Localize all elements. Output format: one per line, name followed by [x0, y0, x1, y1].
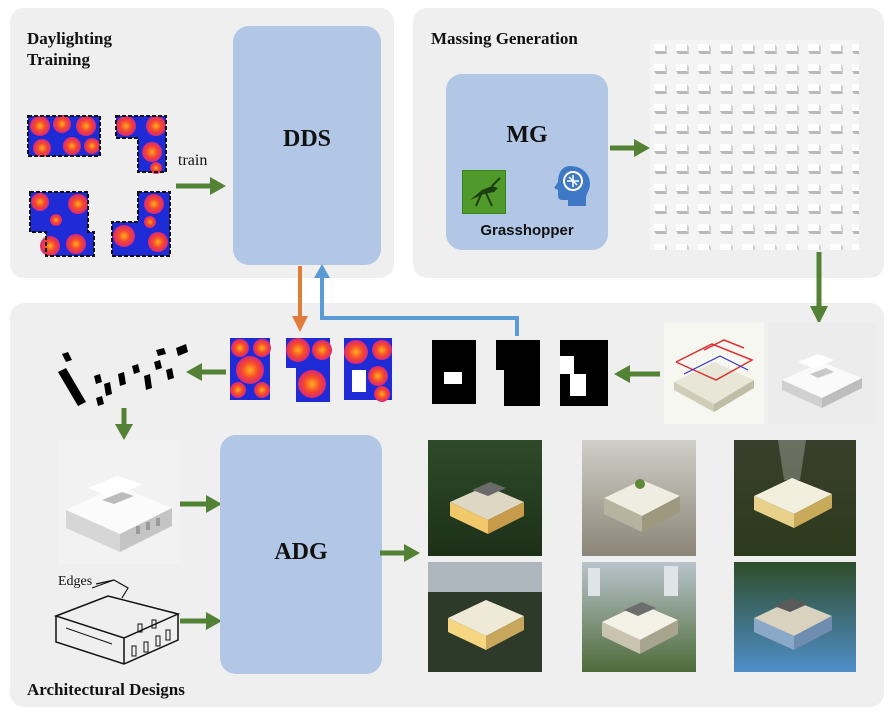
mask-to-dds-arrow	[314, 264, 519, 336]
brain-head-icon	[554, 166, 590, 206]
edges-to-adg-arrow	[180, 612, 222, 630]
predicted-heatmap-3	[344, 338, 392, 402]
render-5	[582, 562, 696, 672]
train-label: train	[178, 152, 208, 169]
predicted-heatmap-1	[230, 338, 271, 400]
dds-label: DDS	[282, 126, 331, 152]
adg-block: ADG	[220, 435, 382, 674]
render-2	[582, 440, 696, 556]
mg-block: MG Grasshopper	[446, 74, 608, 250]
windows-down-arrow	[115, 408, 133, 440]
edges-drawing	[53, 579, 181, 665]
window-pattern	[58, 344, 188, 406]
train-arrow	[176, 177, 226, 195]
massing-solid-render	[768, 322, 876, 424]
heatmap-plan-2	[115, 115, 167, 174]
adg-to-renders-arrow	[380, 544, 420, 562]
mg-to-massing-arrow	[610, 139, 650, 157]
shaded-to-adg-arrow	[180, 495, 222, 513]
render-4	[428, 562, 542, 672]
binary-masks	[432, 340, 608, 406]
adg-label: ADG	[274, 539, 328, 565]
mask-2	[496, 340, 540, 406]
dds-block: DDS	[233, 26, 381, 265]
daylighting-title: Daylighting Training	[27, 28, 112, 70]
heatmap-plan-3	[29, 191, 95, 257]
render-to-mask-arrow	[614, 365, 660, 383]
heatmap-plan-1	[27, 115, 101, 157]
render-6	[734, 562, 856, 672]
massing-down-arrow	[810, 252, 828, 324]
predicted-heatmaps	[230, 338, 392, 402]
dds-to-heatmap-arrow	[292, 266, 308, 332]
heatmap-to-windows-arrow	[186, 363, 226, 381]
edges-label: Edges	[58, 574, 93, 589]
mg-label: MG	[506, 122, 548, 148]
predicted-heatmap-2	[286, 338, 332, 402]
render-3	[734, 440, 856, 556]
architectural-title: Architectural Designs	[27, 680, 185, 699]
massing-title: Massing Generation	[431, 29, 578, 48]
training-heatmaps	[27, 115, 171, 257]
massing-grid-image	[650, 40, 859, 250]
daylighting-title-line2: Training	[27, 50, 90, 69]
shaded-massing-render	[58, 440, 180, 564]
massing-wireframe-render	[664, 322, 764, 424]
daylighting-title-line1: Daylighting	[27, 29, 113, 48]
render-1	[428, 440, 542, 556]
grasshopper-label: Grasshopper	[480, 222, 574, 239]
mask-1	[432, 340, 476, 404]
mask-3	[560, 340, 608, 406]
heatmap-plan-4	[111, 191, 171, 257]
render-grid	[428, 440, 856, 672]
grasshopper-icon	[462, 170, 506, 214]
